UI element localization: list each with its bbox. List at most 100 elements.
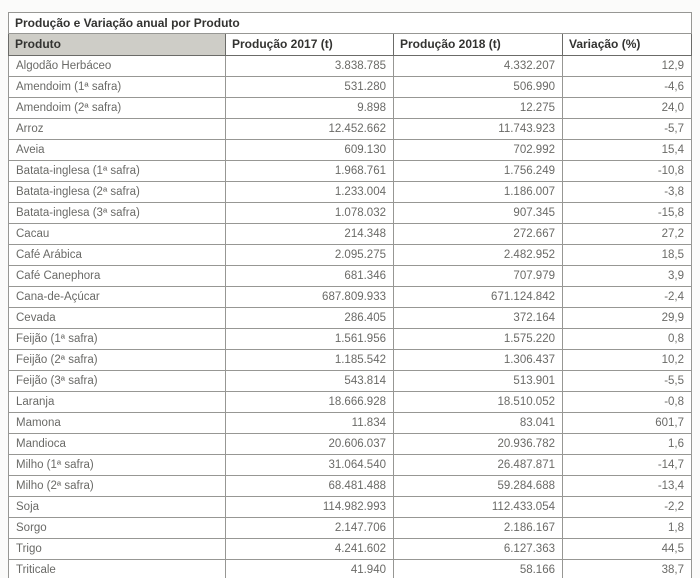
cell-variacao: -3,8 [561,181,693,203]
cell-produto: Amendoim (2ª safra) [8,97,226,119]
cell-producao-2018: 12.275 [393,97,563,119]
cell-producao-2018: 4.332.207 [393,55,563,77]
cell-producao-2018: 112.433.054 [393,496,563,518]
table-row: Milho (1ª safra) 31.064.540 26.487.871 -14,… [8,454,693,476]
cell-producao-2017: 687.809.933 [225,286,394,308]
cell-producao-2018: 18.510.052 [393,391,563,413]
cell-producao-2017: 1.968.761 [225,160,394,182]
table-row: Cana-de-Açúcar 687.809.933 671.124.842 -2,4 [8,286,693,308]
cell-producao-2017: 1.233.004 [225,181,394,203]
cell-variacao: -5,5 [561,370,693,392]
cell-produto: Triticale [8,559,226,578]
cell-producao-2018: 11.743.923 [393,118,563,140]
cell-producao-2017: 12.452.662 [225,118,394,140]
cell-variacao: 15,4 [561,139,693,161]
cell-producao-2017: 3.838.785 [225,55,394,77]
cell-produto: Café Canephora [8,265,226,287]
table-row: Soja 114.982.993 112.433.054 -2,2 [8,496,693,518]
cell-produto: Milho (1ª safra) [8,454,226,476]
table-row: Laranja 18.666.928 18.510.052 -0,8 [8,391,693,413]
cell-variacao: -14,7 [561,454,693,476]
cell-producao-2018: 506.990 [393,76,563,98]
table-row: Mandioca 20.606.037 20.936.782 1,6 [8,433,693,455]
cell-producao-2018: 1.306.437 [393,349,563,371]
column-header-producao-2018: Produção 2018 (t) [393,33,563,56]
cell-producao-2018: 2.482.952 [393,244,563,266]
cell-produto: Soja [8,496,226,518]
cell-producao-2018: 907.345 [393,202,563,224]
table-row: Mamona 11.834 83.041 601,7 [8,412,693,434]
cell-variacao: -10,8 [561,160,693,182]
table-header-row: Produto Produção 2017 (t) Produção 2018 … [8,33,693,56]
cell-producao-2018: 702.992 [393,139,563,161]
cell-variacao: 3,9 [561,265,693,287]
cell-produto: Batata-inglesa (2ª safra) [8,181,226,203]
cell-produto: Algodão Herbáceo [8,55,226,77]
cell-produto: Mandioca [8,433,226,455]
cell-produto: Feijão (1ª safra) [8,328,226,350]
cell-producao-2018: 2.186.167 [393,517,563,539]
cell-producao-2018: 513.901 [393,370,563,392]
cell-producao-2018: 1.575.220 [393,328,563,350]
table-row: Arroz 12.452.662 11.743.923 -5,7 [8,118,693,140]
cell-producao-2017: 18.666.928 [225,391,394,413]
cell-variacao: -0,8 [561,391,693,413]
cell-variacao: -5,7 [561,118,693,140]
cell-produto: Sorgo [8,517,226,539]
table-row: Batata-inglesa (2ª safra) 1.233.004 1.186.… [8,181,693,203]
cell-produto: Trigo [8,538,226,560]
table-row: Café Canephora 681.346 707.979 3,9 [8,265,693,287]
cell-variacao: 1,8 [561,517,693,539]
cell-variacao: 12,9 [561,55,693,77]
table-row: Cacau 214.348 272.667 27,2 [8,223,693,245]
table-row: Café Arábica 2.095.275 2.482.952 18,5 [8,244,693,266]
table-body: Algodão Herbáceo 3.838.785 4.332.207 12,9 Am… [8,55,693,578]
cell-producao-2018: 83.041 [393,412,563,434]
cell-producao-2018: 59.284.688 [393,475,563,497]
cell-producao-2017: 4.241.602 [225,538,394,560]
cell-produto: Batata-inglesa (3ª safra) [8,202,226,224]
cell-variacao: 38,7 [561,559,693,578]
cell-produto: Mamona [8,412,226,434]
cell-producao-2017: 681.346 [225,265,394,287]
table-row: Milho (2ª safra) 68.481.488 59.284.688 -13,… [8,475,693,497]
cell-producao-2017: 1.078.032 [225,202,394,224]
table-row: Trigo 4.241.602 6.127.363 44,5 [8,538,693,560]
cell-producao-2018: 1.756.249 [393,160,563,182]
cell-producao-2017: 286.405 [225,307,394,329]
cell-producao-2017: 20.606.037 [225,433,394,455]
production-variation-table: Produção e Variação anual por Produto Pr… [7,12,693,578]
cell-producao-2017: 1.185.542 [225,349,394,371]
cell-producao-2018: 1.186.007 [393,181,563,203]
table-row: Feijão (3ª safra) 543.814 513.901 -5,5 [8,370,693,392]
cell-producao-2018: 58.166 [393,559,563,578]
cell-produto: Cevada [8,307,226,329]
table-title: Produção e Variação anual por Produto [7,12,693,34]
table-row: Sorgo 2.147.706 2.186.167 1,8 [8,517,693,539]
column-header-produto: Produto [8,33,226,56]
cell-producao-2017: 609.130 [225,139,394,161]
table-row: Batata-inglesa (3ª safra) 1.078.032 907.34… [8,202,693,224]
cell-variacao: -2,4 [561,286,693,308]
cell-produto: Batata-inglesa (1ª safra) [8,160,226,182]
table-row: Aveia 609.130 702.992 15,4 [8,139,693,161]
cell-produto: Amendoim (1ª safra) [8,76,226,98]
cell-producao-2017: 543.814 [225,370,394,392]
cell-producao-2018: 272.667 [393,223,563,245]
cell-producao-2018: 6.127.363 [393,538,563,560]
cell-variacao: 24,0 [561,97,693,119]
column-header-producao-2017: Produção 2017 (t) [225,33,394,56]
cell-producao-2017: 31.064.540 [225,454,394,476]
cell-producao-2017: 41.940 [225,559,394,578]
table-row: Triticale 41.940 58.166 38,7 [8,559,693,578]
cell-variacao: 10,2 [561,349,693,371]
cell-produto: Feijão (3ª safra) [8,370,226,392]
cell-variacao: -4,6 [561,76,693,98]
column-header-variacao: Variação (%) [561,33,693,56]
cell-producao-2017: 11.834 [225,412,394,434]
cell-produto: Milho (2ª safra) [8,475,226,497]
table-row: Cevada 286.405 372.164 29,9 [8,307,693,329]
cell-producao-2017: 68.481.488 [225,475,394,497]
cell-variacao: 29,9 [561,307,693,329]
